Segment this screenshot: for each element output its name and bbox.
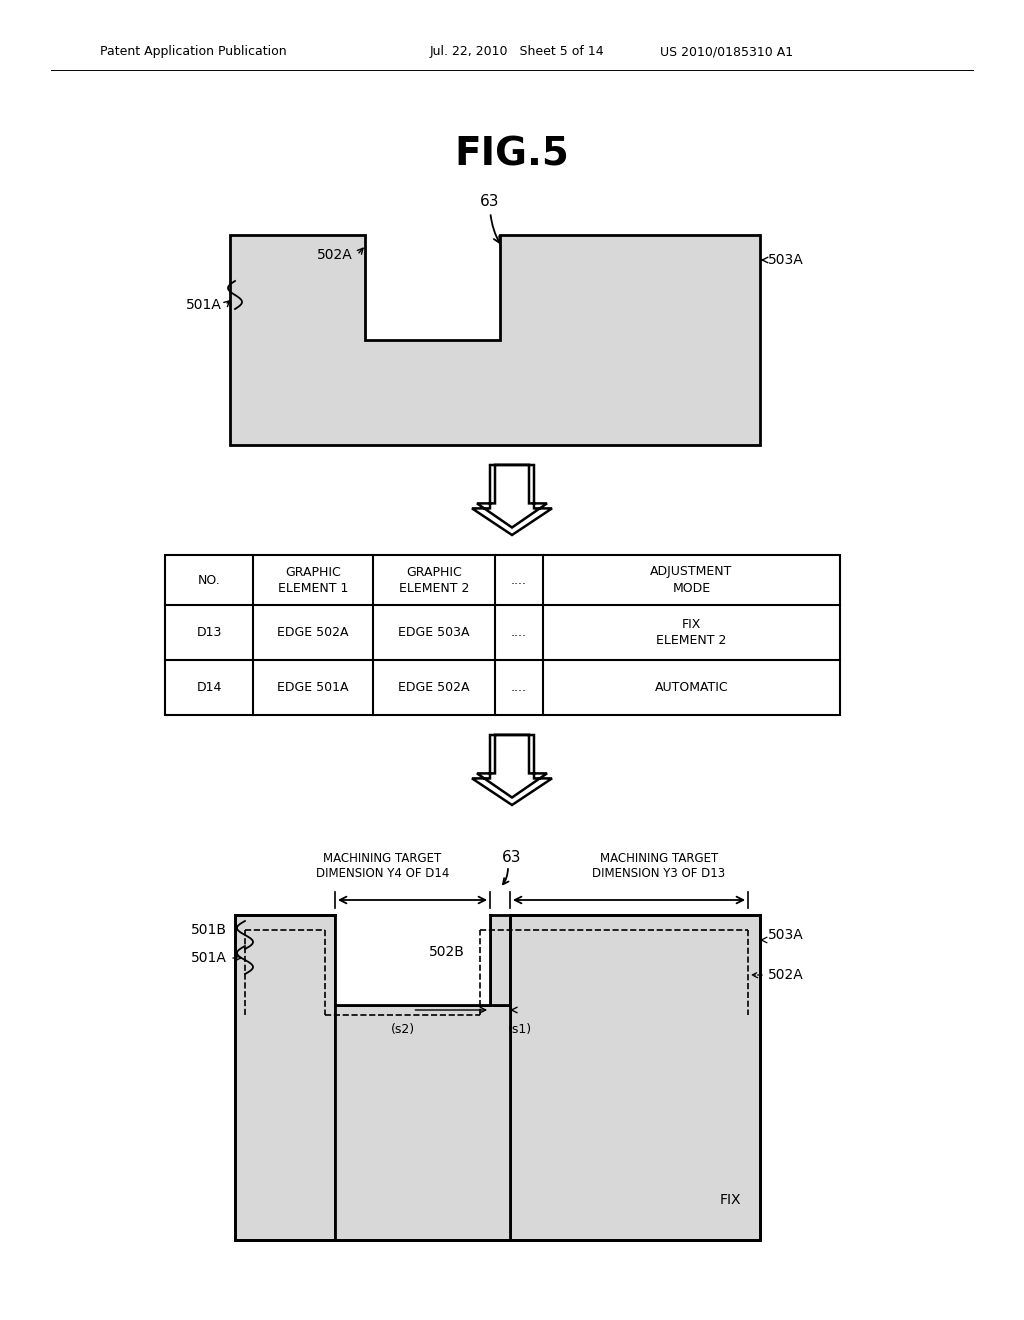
Text: EDGE 502A: EDGE 502A	[398, 681, 470, 694]
Bar	[335, 915, 490, 1005]
Text: (s1): (s1)	[508, 1023, 532, 1036]
Text: D13: D13	[197, 626, 221, 639]
Text: EDGE 501A: EDGE 501A	[278, 681, 349, 694]
Text: GRAPHIC
ELEMENT 2: GRAPHIC ELEMENT 2	[398, 565, 469, 594]
Text: 501A: 501A	[186, 298, 222, 312]
Text: D14: D14	[197, 681, 221, 694]
Text: EDGE 503A: EDGE 503A	[398, 626, 470, 639]
Text: NO.: NO.	[198, 573, 220, 586]
Text: 502B: 502B	[429, 945, 465, 960]
FancyBboxPatch shape	[335, 1005, 510, 1239]
FancyBboxPatch shape	[490, 915, 510, 1005]
Text: FIG.5: FIG.5	[455, 136, 569, 174]
Text: 503A: 503A	[768, 928, 804, 942]
PathPatch shape	[472, 465, 552, 535]
Text: 502A: 502A	[317, 248, 353, 261]
Text: 63: 63	[480, 194, 500, 243]
Text: 502A: 502A	[768, 968, 804, 982]
Text: GRAPHIC
ELEMENT 1: GRAPHIC ELEMENT 1	[278, 565, 348, 594]
Text: ....: ....	[511, 573, 527, 586]
Text: ....: ....	[511, 626, 527, 639]
Text: Jul. 22, 2010   Sheet 5 of 14: Jul. 22, 2010 Sheet 5 of 14	[430, 45, 604, 58]
Text: FIX
ELEMENT 2: FIX ELEMENT 2	[656, 618, 727, 647]
Text: US 2010/0185310 A1: US 2010/0185310 A1	[660, 45, 794, 58]
Text: FIX: FIX	[719, 1193, 740, 1206]
Text: 501A: 501A	[191, 950, 227, 965]
Polygon shape	[230, 235, 760, 445]
Text: MACHINING TARGET
DIMENSION Y4 OF D14: MACHINING TARGET DIMENSION Y4 OF D14	[315, 851, 450, 880]
Text: (s2): (s2)	[390, 1023, 415, 1036]
FancyBboxPatch shape	[510, 915, 760, 1239]
Text: 63: 63	[502, 850, 522, 866]
Text: ....: ....	[511, 681, 527, 694]
Text: ADJUSTMENT
MODE: ADJUSTMENT MODE	[650, 565, 733, 594]
Text: 501B: 501B	[191, 923, 227, 937]
Text: 503A: 503A	[768, 253, 804, 267]
FancyBboxPatch shape	[234, 915, 335, 1239]
Text: EDGE 502A: EDGE 502A	[278, 626, 349, 639]
Text: Patent Application Publication: Patent Application Publication	[100, 45, 287, 58]
Text: MACHINING TARGET
DIMENSION Y3 OF D13: MACHINING TARGET DIMENSION Y3 OF D13	[593, 851, 726, 880]
PathPatch shape	[472, 735, 552, 805]
Text: AUTOMATIC: AUTOMATIC	[654, 681, 728, 694]
Bar	[165, 554, 840, 715]
